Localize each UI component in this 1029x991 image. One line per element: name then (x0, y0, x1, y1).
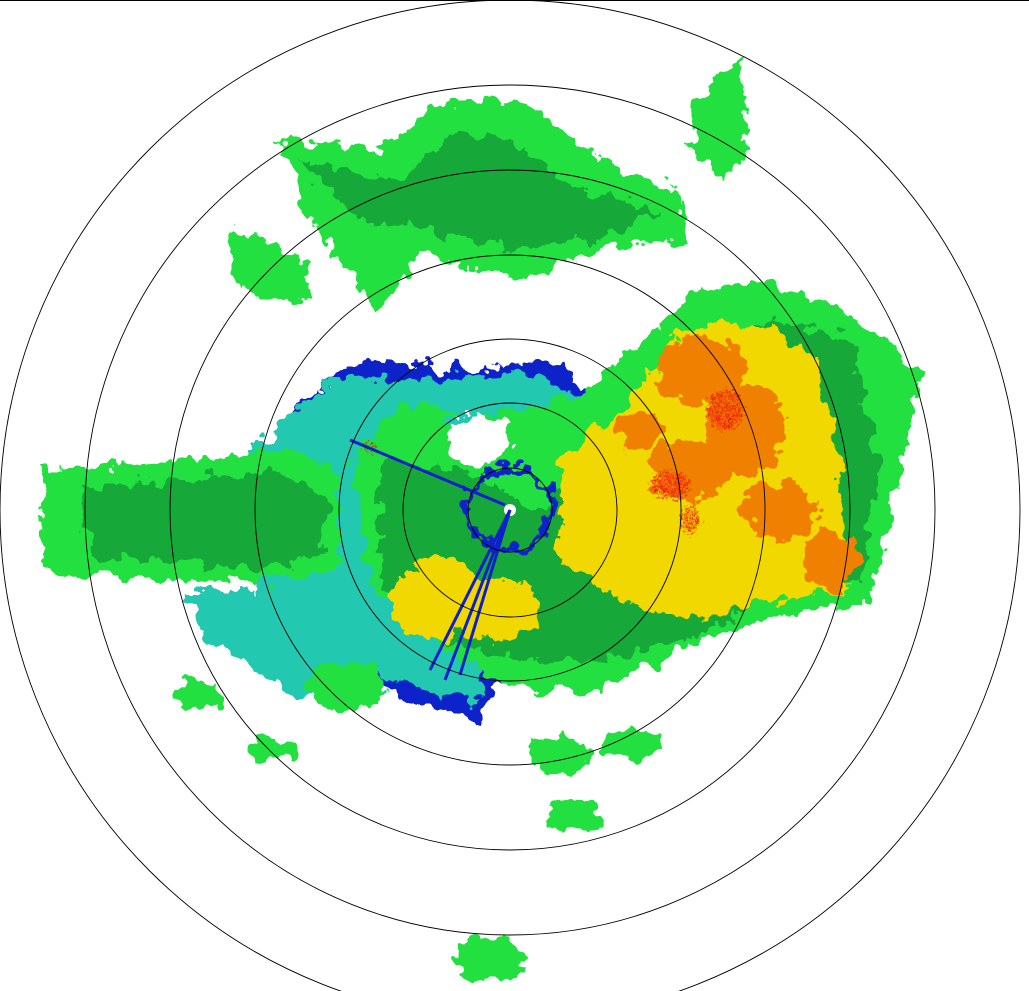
range-ring (402, 402, 618, 618)
reflectivity-echoes (40, 60, 920, 980)
echo-region (655, 335, 745, 405)
echo-region (300, 130, 660, 250)
echo-region (305, 660, 385, 710)
echo-region (650, 471, 690, 499)
range-ring (169, 169, 851, 851)
echo-gap (445, 415, 515, 465)
range-ring (467, 467, 553, 553)
echo-region (530, 735, 590, 775)
beam-spoke (428, 509, 512, 671)
range-ring (254, 254, 766, 766)
echo-region (615, 410, 665, 450)
echo-region (175, 680, 225, 710)
echo-region (80, 470, 330, 570)
echo-region (245, 738, 295, 762)
echo-region (680, 506, 700, 534)
beam-spoke (458, 509, 512, 676)
echo-region (460, 580, 540, 640)
range-ring (84, 84, 936, 936)
echo-region (690, 60, 750, 180)
echo-region (745, 480, 815, 540)
echo-region (707, 390, 743, 430)
beam-spoke (443, 509, 512, 681)
echo-region (455, 940, 525, 980)
range-ring (338, 338, 682, 682)
echo-region (550, 800, 600, 830)
echo-region (230, 230, 310, 300)
echo-region (805, 530, 855, 590)
echo-region (600, 730, 660, 760)
beam-spoke (349, 438, 506, 507)
echo-layer-red (364, 390, 743, 534)
